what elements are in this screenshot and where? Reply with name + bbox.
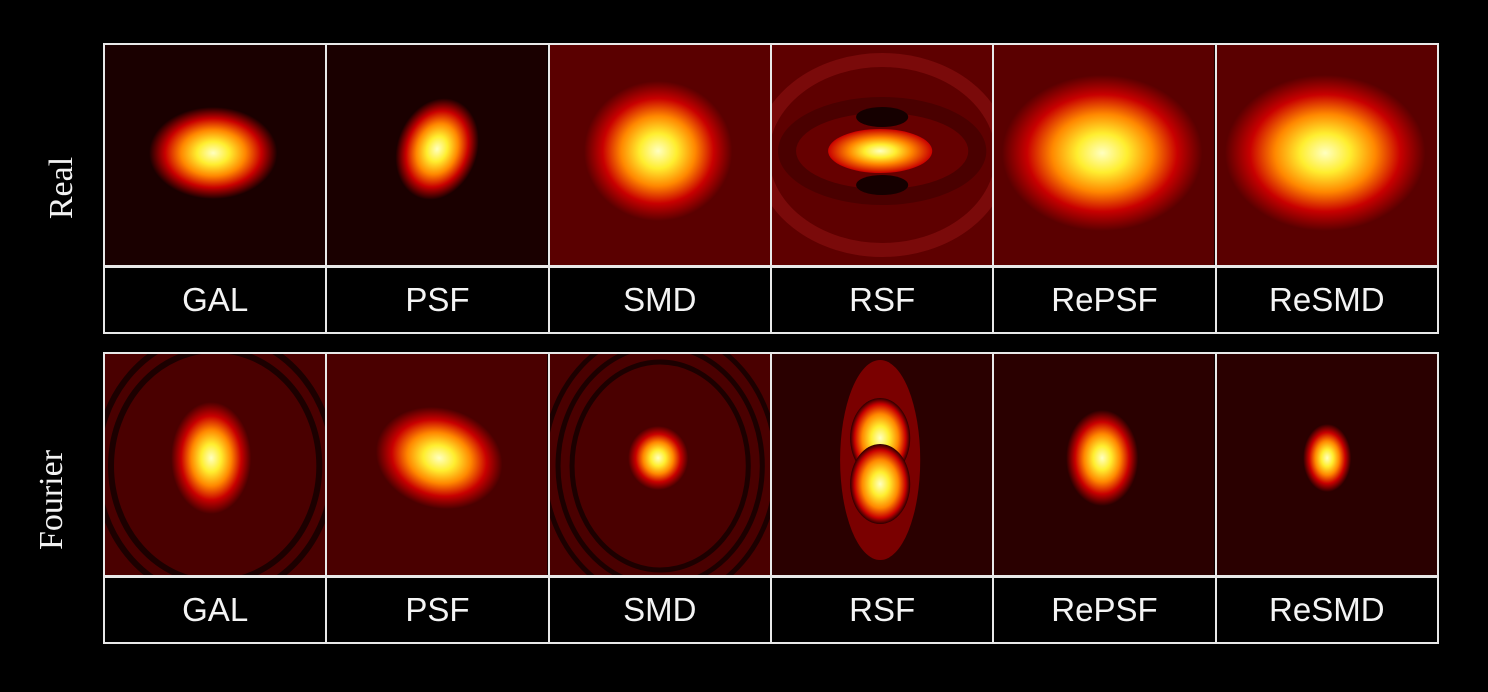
row-label-fourier: Fourier xyxy=(33,449,70,551)
real-label-psf: PSF xyxy=(327,268,550,332)
real-label-resmd: ReSMD xyxy=(1269,281,1385,318)
fourier-label-psf: PSF xyxy=(327,578,550,642)
real-resmd-image xyxy=(1216,45,1437,267)
real-label-repsf: RePSF xyxy=(994,268,1217,332)
fourier-label-repsf: RePSF xyxy=(994,578,1217,642)
real-panel: GAL PSF SMD RSF RePSF ReSMD xyxy=(103,43,1439,334)
fourier-label-gal: GAL xyxy=(105,578,328,642)
fourier-panel: GAL PSF SMD RSF RePSF ReSMD xyxy=(103,352,1439,644)
real-repsf-image xyxy=(994,45,1217,267)
fourier-label-resmd: ReSMD xyxy=(1269,591,1385,628)
real-label-gal: GAL xyxy=(105,268,328,332)
fourier-psf-image xyxy=(327,354,550,576)
real-gal-image xyxy=(105,45,328,267)
row-label-real: Real xyxy=(43,156,80,220)
real-smd-image xyxy=(549,45,772,267)
fourier-gal-image xyxy=(105,354,328,576)
real-rsf-image xyxy=(771,45,995,267)
real-psf-image xyxy=(327,45,550,267)
fourier-label-rsf: RSF xyxy=(772,578,995,642)
real-label-smd: SMD xyxy=(550,268,772,332)
fourier-rsf-image xyxy=(771,354,995,576)
fourier-smd-image xyxy=(549,354,772,576)
fourier-resmd-image xyxy=(1216,354,1437,576)
real-label-rsf: RSF xyxy=(772,268,995,332)
fourier-label-smd: SMD xyxy=(550,578,772,642)
fourier-repsf-image xyxy=(994,354,1217,576)
